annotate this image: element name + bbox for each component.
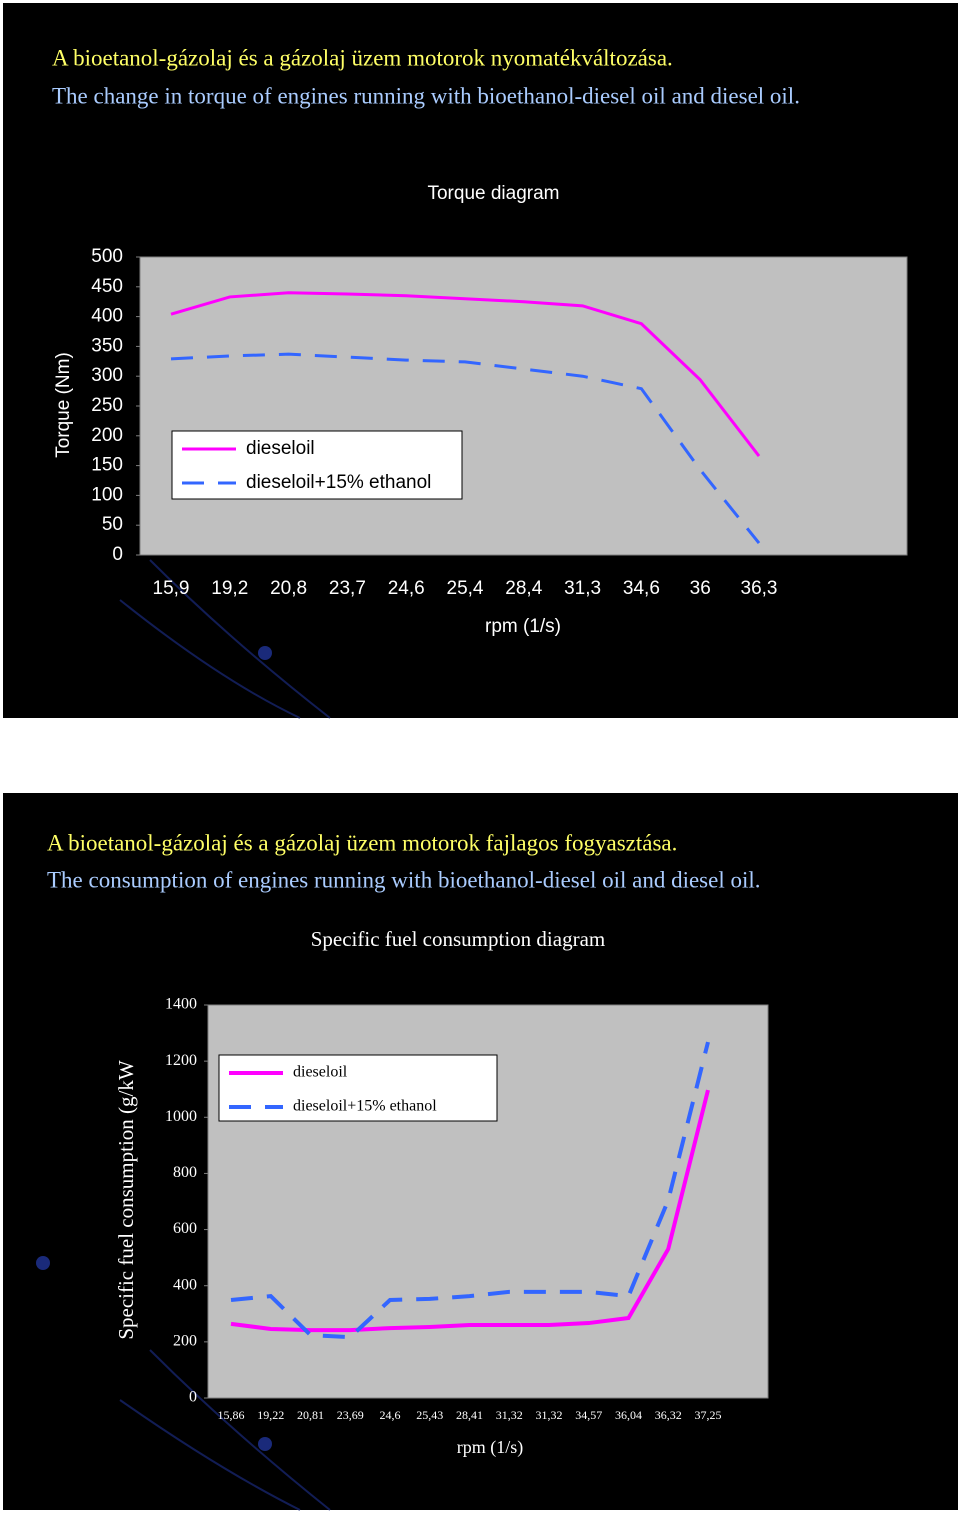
heading-en: The change in torque of engines running … [52, 83, 800, 108]
y-tick-label: 0 [189, 1389, 197, 1406]
x-tick-label: 19,22 [257, 1408, 284, 1422]
legend-label: dieseloil+15% ethanol [293, 1098, 437, 1115]
heading-en: The consumption of engines running with … [47, 867, 761, 892]
decoration [119, 559, 331, 1511]
x-tick-label: 24,6 [388, 578, 425, 599]
x-axis-label: rpm (1/s) [457, 1437, 524, 1458]
legend-label: dieseloil [246, 438, 315, 459]
decoration [36, 1256, 50, 1270]
legend [171, 430, 463, 500]
x-tick-label: 36,04 [615, 1408, 642, 1422]
x-tick-label: 15,86 [218, 1408, 245, 1422]
x-tick-label: 36,32 [655, 1408, 682, 1422]
y-tick-label: 600 [173, 1220, 197, 1237]
x-tick-label: 23,7 [329, 578, 366, 599]
x-tick-label: 19,2 [211, 578, 248, 599]
x-tick-label: 20,81 [297, 1408, 324, 1422]
x-tick-label: 25,4 [447, 578, 484, 599]
y-tick-label: 500 [91, 246, 123, 267]
heading-hu: A bioetanol-gázolaj és a gázolaj üzem mo… [47, 830, 677, 855]
y-tick-label: 100 [91, 484, 123, 505]
chart: Specific fuel consumption diagram rpm (1/… [114, 927, 769, 1458]
legend-label: dieseloil+15% ethanol [246, 472, 431, 493]
y-tick-label: 350 [91, 335, 123, 356]
x-tick-label: 34,6 [623, 578, 660, 599]
y-tick-label: 450 [91, 276, 123, 297]
x-tick-label: 24,6 [380, 1408, 401, 1422]
chart-title: Torque diagram [427, 183, 559, 204]
legend [218, 1054, 498, 1122]
series-line [170, 352, 761, 545]
series-line [170, 291, 761, 457]
y-tick-label: 200 [173, 1333, 197, 1350]
x-tick-label: 23,69 [337, 1408, 364, 1422]
x-tick-label: 28,4 [505, 578, 542, 599]
y-tick-label: 0 [112, 544, 123, 565]
y-tick-label: 250 [91, 395, 123, 416]
y-axis-label: Torque (Nm) [53, 352, 74, 458]
heading-hu: A bioetanol-gázolaj és a gázolaj üzem mo… [52, 45, 673, 70]
y-tick-label: 400 [91, 306, 123, 327]
chart-title: Specific fuel consumption diagram [311, 927, 606, 951]
decoration [258, 646, 272, 660]
x-tick-label: 25,43 [416, 1408, 443, 1422]
x-tick-label: 20,8 [270, 578, 307, 599]
x-tick-label: 31,32 [496, 1408, 523, 1422]
x-tick-label: 37,25 [695, 1408, 722, 1422]
series-line [230, 1041, 710, 1340]
x-tick-label: 15,9 [153, 578, 190, 599]
x-tick-label: 31,32 [536, 1408, 563, 1422]
x-axis-label: rpm (1/s) [485, 616, 561, 637]
x-tick-label: 31,3 [564, 578, 601, 599]
x-tick-label: 34,57 [575, 1408, 602, 1422]
y-tick-label: 50 [102, 514, 123, 535]
y-tick-label: 1200 [165, 1052, 197, 1069]
x-tick-label: 28,41 [456, 1408, 483, 1422]
y-tick-label: 300 [91, 365, 123, 386]
y-tick-label: 150 [91, 455, 123, 476]
x-tick-label: 36,3 [741, 578, 778, 599]
y-tick-label: 1400 [165, 996, 197, 1013]
plot-area [139, 256, 908, 556]
y-tick-label: 400 [173, 1276, 197, 1293]
chart: Torque diagram rpm (1/s) Torque (Nm) 0 50 100… [53, 183, 908, 637]
legend-label: dieseloil [293, 1064, 348, 1081]
y-axis-label: Specific fuel consumption (g/kW [114, 1060, 138, 1340]
y-tick-label: 800 [173, 1164, 197, 1181]
x-tick-label: 36 [690, 578, 711, 599]
decoration [258, 1437, 272, 1451]
y-tick-label: 200 [91, 425, 123, 446]
y-tick-label: 1000 [165, 1108, 197, 1125]
series-line [230, 1089, 710, 1333]
